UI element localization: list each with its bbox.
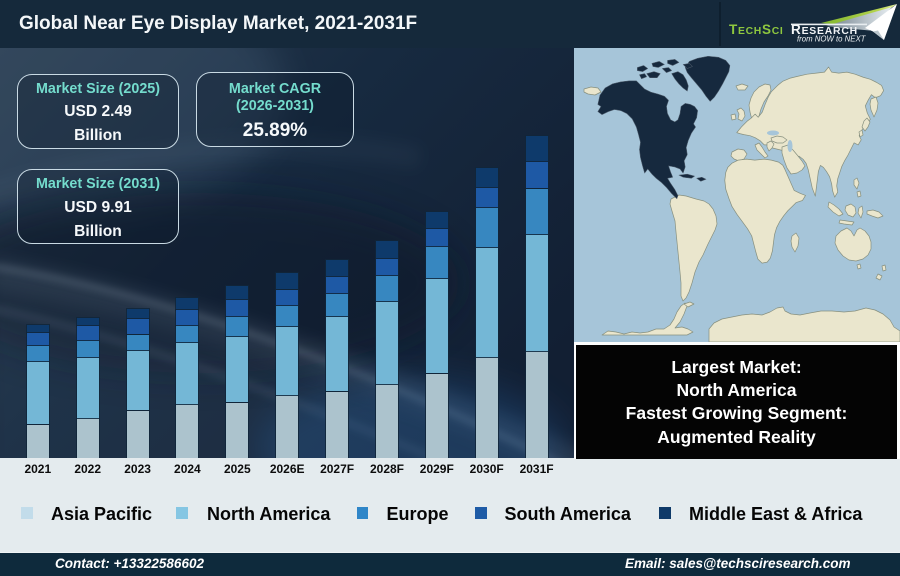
svg-text:RESEARCH: RESEARCH <box>791 22 858 37</box>
svg-text:TECHSCI: TECHSCI <box>729 22 784 37</box>
svg-text:from NOW to NEXT: from NOW to NEXT <box>797 35 867 44</box>
